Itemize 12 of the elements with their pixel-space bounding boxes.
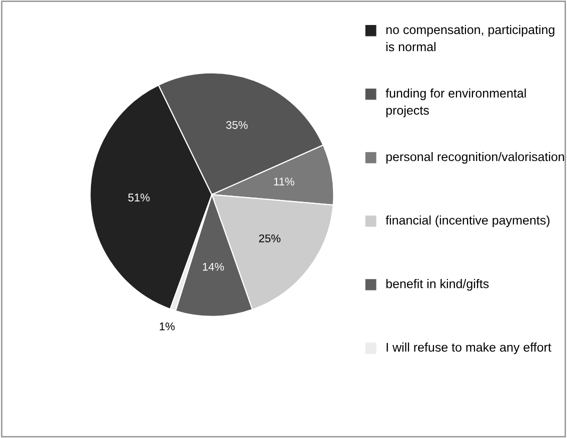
data-label: 25% — [259, 234, 280, 242]
legend-label: personal recognition/valorisation — [386, 152, 564, 164]
data-label: 51% — [128, 194, 150, 202]
data-label: 35% — [226, 121, 248, 129]
data-label: 1% — [160, 322, 175, 330]
legend-label: I will refuse to make any effort — [386, 342, 552, 354]
legend-label: no compensation, participating is normal — [386, 24, 554, 52]
legend-label: financial (incentive payments) — [386, 215, 550, 228]
data-label: 11% — [274, 178, 294, 186]
legend-label: benefit in kind/gifts — [386, 279, 489, 291]
legend-label: funding for environmental projects — [386, 88, 526, 118]
data-label: 14% — [202, 262, 224, 271]
